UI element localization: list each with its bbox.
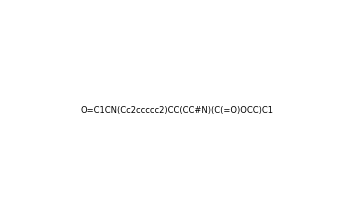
Text: O=C1CN(Cc2ccccc2)CC(CC#N)(C(=O)OCC)C1: O=C1CN(Cc2ccccc2)CC(CC#N)(C(=O)OCC)C1 xyxy=(81,106,274,115)
